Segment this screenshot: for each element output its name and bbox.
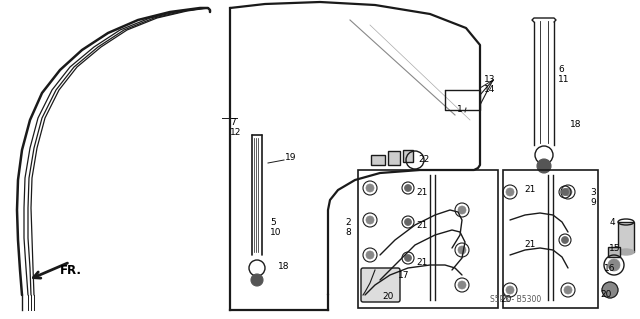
Bar <box>403 150 413 162</box>
Text: 21: 21 <box>416 188 428 197</box>
Text: 20: 20 <box>500 295 511 304</box>
Text: FR.: FR. <box>60 264 82 278</box>
Circle shape <box>564 286 572 294</box>
Circle shape <box>458 246 466 254</box>
Circle shape <box>564 188 572 196</box>
Text: 1: 1 <box>457 105 463 114</box>
Text: 15: 15 <box>609 244 621 253</box>
Bar <box>618 222 634 252</box>
Circle shape <box>458 206 466 214</box>
Circle shape <box>366 216 374 224</box>
Text: 22: 22 <box>418 155 429 164</box>
Text: 16: 16 <box>604 264 616 273</box>
Text: 21: 21 <box>524 240 536 249</box>
Bar <box>371 155 385 165</box>
Circle shape <box>537 159 551 173</box>
Text: 20: 20 <box>382 292 394 301</box>
Bar <box>503 170 598 308</box>
Circle shape <box>608 259 620 271</box>
Text: 18: 18 <box>570 120 582 129</box>
Bar <box>608 247 620 257</box>
Circle shape <box>366 251 374 259</box>
Circle shape <box>404 255 412 262</box>
Text: 3
9: 3 9 <box>590 188 596 207</box>
Circle shape <box>366 184 374 192</box>
Text: 5
10: 5 10 <box>270 218 282 237</box>
Bar <box>388 151 400 165</box>
Ellipse shape <box>618 249 634 255</box>
Text: S5P3 - B5300: S5P3 - B5300 <box>490 295 541 304</box>
Text: 21: 21 <box>524 185 536 194</box>
Circle shape <box>602 282 618 298</box>
Text: 7
12: 7 12 <box>230 118 241 137</box>
Circle shape <box>458 281 466 289</box>
Text: 4: 4 <box>610 218 616 227</box>
Circle shape <box>506 188 514 196</box>
Bar <box>358 170 498 308</box>
Circle shape <box>561 189 568 196</box>
Circle shape <box>251 274 263 286</box>
Circle shape <box>561 236 568 243</box>
Circle shape <box>404 219 412 226</box>
Text: 18: 18 <box>278 262 289 271</box>
Circle shape <box>404 184 412 191</box>
Text: 20: 20 <box>600 290 611 299</box>
Text: 21: 21 <box>416 258 428 267</box>
Circle shape <box>506 286 514 294</box>
Text: 19: 19 <box>285 153 296 162</box>
Text: 13
14: 13 14 <box>484 75 495 94</box>
FancyBboxPatch shape <box>361 268 400 302</box>
Text: 6
11: 6 11 <box>558 65 570 84</box>
Circle shape <box>366 286 374 294</box>
Text: 2
8: 2 8 <box>345 218 351 237</box>
Text: 17: 17 <box>398 271 410 280</box>
Text: 21: 21 <box>416 221 428 230</box>
